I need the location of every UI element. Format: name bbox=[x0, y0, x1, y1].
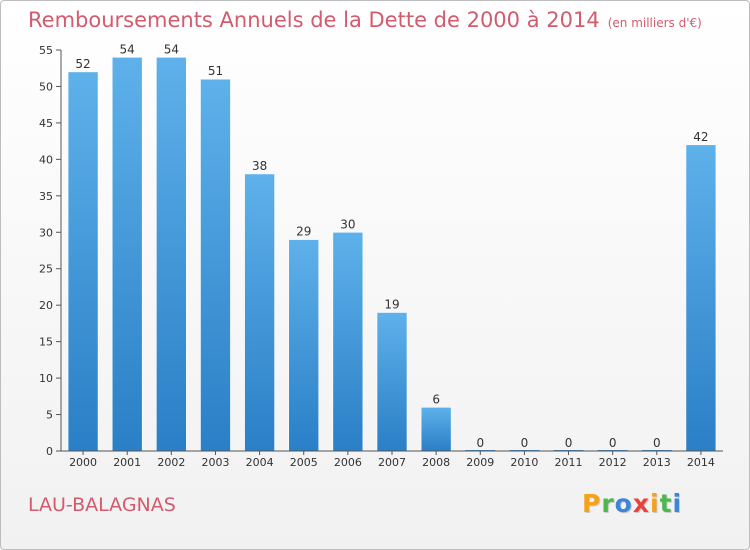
data-label-2011: 0 bbox=[565, 436, 573, 450]
y-tick-label: 45 bbox=[39, 117, 53, 130]
data-label-2013: 0 bbox=[653, 436, 661, 450]
data-label-2008: 6 bbox=[432, 392, 440, 406]
y-tick-label: 15 bbox=[39, 336, 53, 349]
data-label-2003: 51 bbox=[208, 64, 223, 78]
bar-2001 bbox=[111, 56, 143, 452]
y-tick-label: 10 bbox=[39, 372, 53, 385]
data-label-2006: 30 bbox=[340, 217, 355, 231]
data-label-2010: 0 bbox=[521, 436, 529, 450]
chart-title-container: Remboursements Annuels de la Dette de 20… bbox=[28, 8, 702, 32]
x-tick-label: 2010 bbox=[510, 456, 538, 469]
logo-letter: r bbox=[601, 489, 615, 518]
y-tick-label: 40 bbox=[39, 153, 53, 166]
bar-2002 bbox=[156, 56, 187, 452]
x-tick-label: 2006 bbox=[334, 456, 362, 469]
data-label-2005: 29 bbox=[296, 225, 311, 239]
bar-2004 bbox=[244, 173, 275, 452]
chart-subtitle: (en milliers d'€) bbox=[607, 16, 702, 30]
y-tick-label: 0 bbox=[46, 445, 53, 458]
logo-letter: P bbox=[582, 489, 602, 518]
data-label-2000: 52 bbox=[75, 57, 90, 71]
logo-letter: i bbox=[672, 489, 683, 518]
x-tick-label: 2008 bbox=[422, 456, 450, 469]
x-tick-label: 2002 bbox=[157, 456, 185, 469]
y-tick-label: 50 bbox=[39, 80, 53, 93]
x-tick-label: 2004 bbox=[246, 456, 274, 469]
proxiti-logo: Proxiti bbox=[582, 489, 682, 518]
logo-letter: x bbox=[632, 489, 650, 518]
data-label-2001: 54 bbox=[120, 42, 135, 56]
data-label-2014: 42 bbox=[693, 130, 708, 144]
bar-2006 bbox=[332, 231, 364, 452]
x-tick-label: 2014 bbox=[687, 456, 715, 469]
y-tick-label: 55 bbox=[39, 44, 53, 57]
city-name: LAU-BALAGNAS bbox=[28, 494, 176, 516]
x-tick-label: 2011 bbox=[555, 456, 583, 469]
bar-2014 bbox=[685, 144, 717, 452]
data-label-2012: 0 bbox=[609, 436, 617, 450]
y-tick-label: 25 bbox=[39, 263, 53, 276]
x-tick-label: 2003 bbox=[201, 456, 229, 469]
data-label-2004: 38 bbox=[252, 159, 267, 173]
bar-2003 bbox=[200, 78, 231, 452]
bar-2007 bbox=[376, 312, 408, 452]
data-label-2007: 19 bbox=[384, 297, 399, 311]
x-tick-label: 2013 bbox=[643, 456, 671, 469]
bar-2008 bbox=[420, 406, 452, 452]
y-tick-label: 35 bbox=[39, 190, 53, 203]
y-tick-label: 5 bbox=[46, 409, 53, 422]
data-label-2002: 54 bbox=[164, 42, 179, 56]
x-tick-label: 2007 bbox=[378, 456, 406, 469]
x-tick-label: 2000 bbox=[69, 456, 97, 469]
bar-2005 bbox=[288, 239, 320, 452]
data-label-2009: 0 bbox=[476, 436, 484, 450]
x-tick-label: 2009 bbox=[466, 456, 494, 469]
logo-letter: o bbox=[614, 489, 633, 518]
logo-letter: i bbox=[650, 489, 660, 518]
logo-letter: t bbox=[659, 489, 673, 518]
y-tick-label: 20 bbox=[39, 299, 53, 312]
chart-title: Remboursements Annuels de la Dette de 20… bbox=[28, 8, 600, 32]
x-tick-label: 2005 bbox=[290, 456, 318, 469]
y-tick-label: 30 bbox=[39, 226, 53, 239]
x-tick-label: 2012 bbox=[599, 456, 627, 469]
bar-2000 bbox=[67, 71, 99, 452]
x-tick-label: 2001 bbox=[113, 456, 141, 469]
